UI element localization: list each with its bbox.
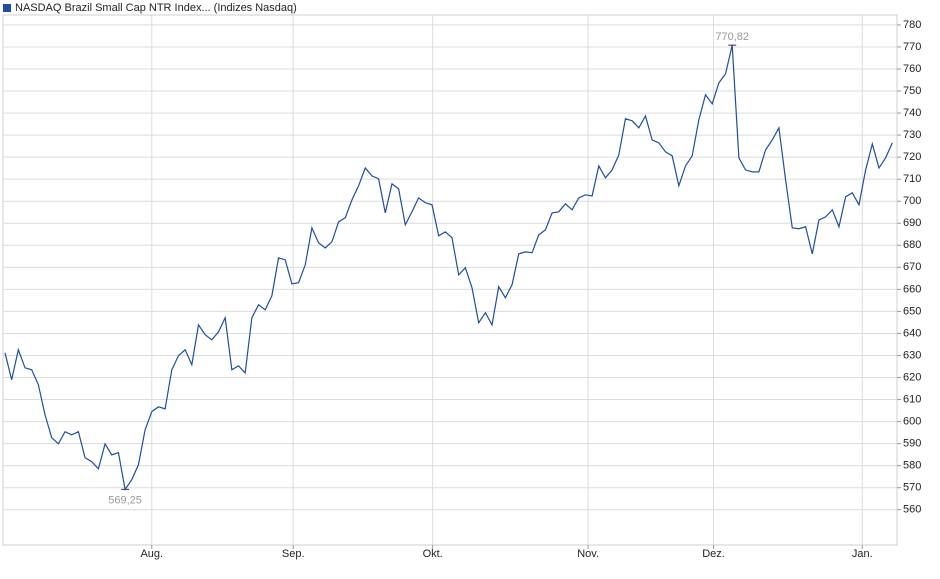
- y-tick-label: 740: [903, 107, 921, 119]
- y-tick-label: 580: [903, 460, 921, 472]
- y-tick-label: 690: [903, 217, 921, 229]
- y-tick-label: 610: [903, 393, 921, 405]
- legend-swatch: [3, 4, 11, 12]
- y-tick-label: 640: [903, 327, 921, 339]
- y-tick-label: 780: [903, 19, 921, 31]
- y-tick-label: 680: [903, 239, 921, 251]
- y-tick-label: 760: [903, 63, 921, 75]
- x-tick-label: Okt.: [423, 548, 443, 560]
- y-tick-label: 720: [903, 151, 921, 163]
- annotation-label: 770,82: [715, 31, 749, 43]
- x-tick-label: Sep.: [282, 548, 305, 560]
- y-tick-label: 730: [903, 129, 921, 141]
- annotation-label: 569,25: [108, 494, 142, 506]
- y-tick-label: 650: [903, 305, 921, 317]
- y-tick-label: 750: [903, 85, 921, 97]
- chart-title: NASDAQ Brazil Small Cap NTR Index... (In…: [15, 2, 297, 14]
- x-tick-label: Nov.: [577, 548, 599, 560]
- plot-frame: [2, 14, 898, 546]
- y-tick-label: 630: [903, 349, 921, 361]
- line-series: [4, 45, 893, 491]
- y-tick-label: 670: [903, 261, 921, 273]
- y-tick-label: 620: [903, 371, 921, 383]
- y-tick-label: 570: [903, 482, 921, 494]
- y-tick-label: 710: [903, 173, 921, 185]
- x-tick-label: Jan.: [852, 548, 873, 560]
- y-tick-label: 660: [903, 283, 921, 295]
- x-tick-label: Aug.: [140, 548, 163, 560]
- y-tick-label: 600: [903, 415, 921, 427]
- x-tick-label: Dez.: [702, 548, 725, 560]
- y-tick-label: 700: [903, 195, 921, 207]
- y-tick-label: 560: [903, 504, 921, 516]
- y-tick-label: 590: [903, 438, 921, 450]
- y-tick-label: 770: [903, 41, 921, 53]
